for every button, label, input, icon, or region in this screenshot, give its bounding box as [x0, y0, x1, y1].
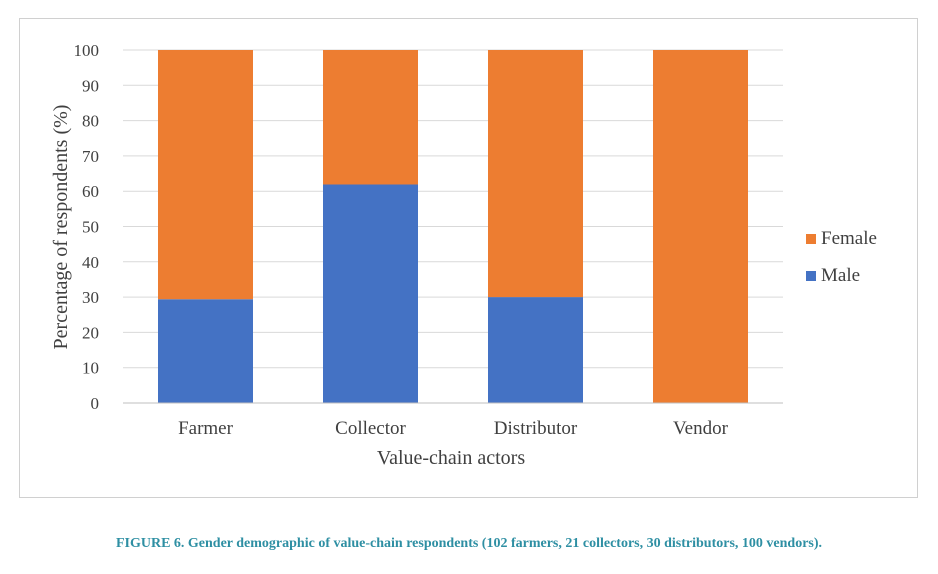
- chart-frame: 0 10 20 30 40 50 60 70 80 90 100 Farmer Collector Dis…: [19, 18, 918, 498]
- x-tick-label: Vendor: [673, 418, 729, 439]
- bar-female-distributor: [488, 50, 583, 298]
- y-tick-label: 10: [82, 359, 99, 378]
- bar-female-collector: [323, 50, 418, 185]
- y-tick-label: 80: [82, 112, 99, 131]
- legend-swatch-male: [806, 271, 816, 281]
- bar-male-collector: [323, 184, 418, 403]
- legend-label-female: Female: [821, 228, 877, 249]
- x-tick-label: Collector: [335, 418, 406, 439]
- legend: Female Male: [806, 228, 877, 286]
- y-tick-label: 40: [82, 253, 99, 272]
- y-tick-label: 50: [82, 218, 99, 237]
- y-tick-label: 100: [74, 41, 100, 60]
- bar-female-vendor: [653, 50, 748, 403]
- bar-female-farmer: [158, 50, 253, 300]
- axes: 0 10 20 30 40 50 60 70 80 90 100 Farmer Collector Dis…: [74, 41, 783, 439]
- legend-label-male: Male: [821, 265, 860, 286]
- figure-caption: FIGURE 6. Gender demographic of value-ch…: [115, 536, 823, 551]
- x-tick-label: Distributor: [494, 418, 578, 439]
- x-axis-title: Value-chain actors: [377, 447, 525, 469]
- y-tick-label: 60: [82, 182, 99, 201]
- y-tick-label: 30: [82, 288, 99, 307]
- bar-male-farmer: [158, 299, 253, 403]
- x-tick-label: Farmer: [178, 418, 234, 439]
- y-tick-label: 20: [82, 323, 99, 342]
- bars: [158, 50, 748, 403]
- y-tick-label: 0: [91, 394, 100, 413]
- bar-chart: 0 10 20 30 40 50 60 70 80 90 100 Farmer Collector Dis…: [50, 41, 877, 469]
- legend-swatch-female: [806, 234, 816, 244]
- bar-male-distributor: [488, 297, 583, 403]
- y-axis-title: Percentage of respondents (%): [50, 105, 72, 350]
- y-tick-label: 90: [82, 76, 99, 95]
- y-tick-label: 70: [82, 147, 99, 166]
